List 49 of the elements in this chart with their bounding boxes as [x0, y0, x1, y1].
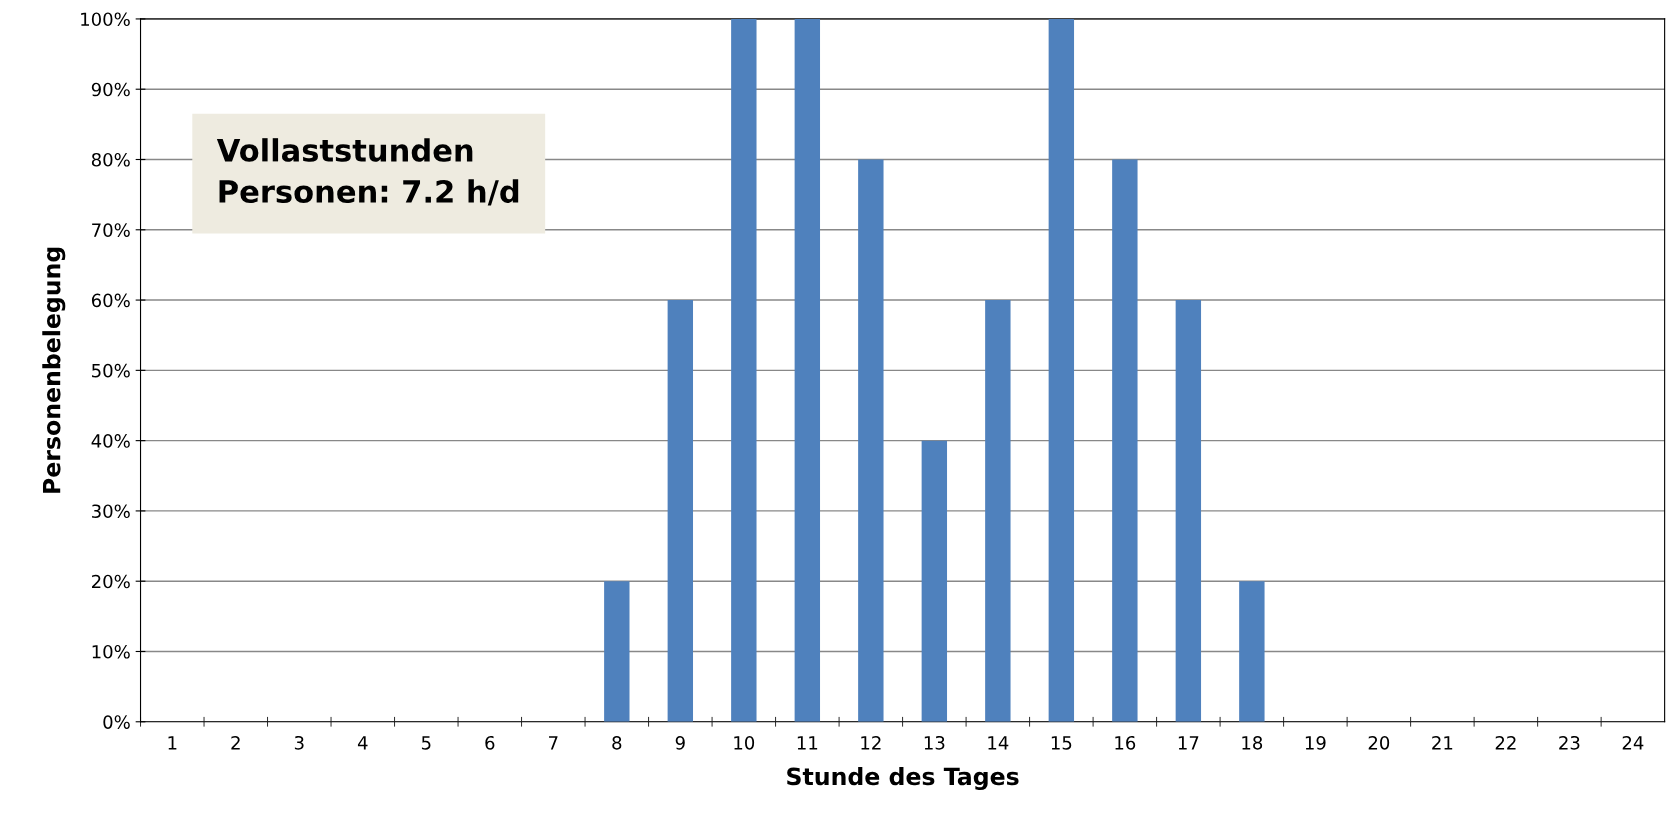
- x-tick-label: 7: [549, 736, 558, 750]
- bar: [731, 18, 757, 722]
- x-tick-label: 16: [1115, 735, 1136, 750]
- x-tick-label: 12: [861, 735, 881, 750]
- x-tick-label: 17: [1178, 736, 1199, 750]
- x-tick-label: 19: [1305, 735, 1326, 750]
- y-tick-label: 80%: [91, 152, 130, 167]
- x-axis-title: Stunde des Tages: [787, 767, 1019, 791]
- x-tick-label: 8: [612, 735, 622, 750]
- y-tick-label: 70%: [92, 223, 130, 237]
- x-tick-label: 21: [1432, 735, 1453, 750]
- bar: [1112, 159, 1138, 722]
- x-tick-label: 23: [1559, 735, 1580, 750]
- bar: [858, 159, 884, 722]
- y-tick-label: 30%: [92, 504, 130, 519]
- x-tick-label: 1: [168, 736, 177, 750]
- x-tick-label: 24: [1622, 735, 1644, 750]
- y-tick-label: 60%: [91, 293, 130, 308]
- bar: [1175, 300, 1202, 722]
- y-tick-label: 10%: [92, 644, 130, 659]
- y-tick-label: 0%: [103, 715, 130, 729]
- x-tick-label: 10: [734, 735, 755, 750]
- y-tick-label: 90%: [91, 82, 130, 97]
- x-tick-label: 18: [1242, 735, 1263, 750]
- x-tick-label: 20: [1368, 735, 1390, 750]
- y-tick-label: 50%: [92, 363, 130, 378]
- bar: [1239, 581, 1265, 722]
- bar: [794, 18, 821, 722]
- x-tick-label: 6: [485, 735, 495, 750]
- y-axis-title: Personenbelegung: [42, 247, 66, 493]
- x-tick-label: 9: [675, 735, 685, 750]
- bar: [667, 300, 694, 722]
- x-tick-label: 5: [421, 736, 431, 750]
- y-tick-label: 20%: [92, 574, 130, 589]
- x-tick-label: 14: [988, 736, 1009, 750]
- x-tick-label: 11: [797, 736, 818, 750]
- x-tick-label: 3: [294, 735, 304, 750]
- bar: [604, 581, 630, 722]
- bar: [985, 300, 1011, 722]
- x-tick-label: 15: [1051, 736, 1072, 750]
- x-tick-label: 22: [1495, 735, 1516, 750]
- bar: [1048, 18, 1075, 722]
- x-tick-label: 13: [924, 735, 945, 750]
- bar: [921, 440, 948, 722]
- x-tick-label: 4: [357, 736, 368, 750]
- y-tick-label: 100%: [81, 12, 130, 27]
- x-tick-label: 2: [231, 735, 240, 750]
- annotation: Vollaststunden Personen: 7.2 h/d: [216, 138, 519, 206]
- y-tick-label: 40%: [91, 434, 130, 448]
